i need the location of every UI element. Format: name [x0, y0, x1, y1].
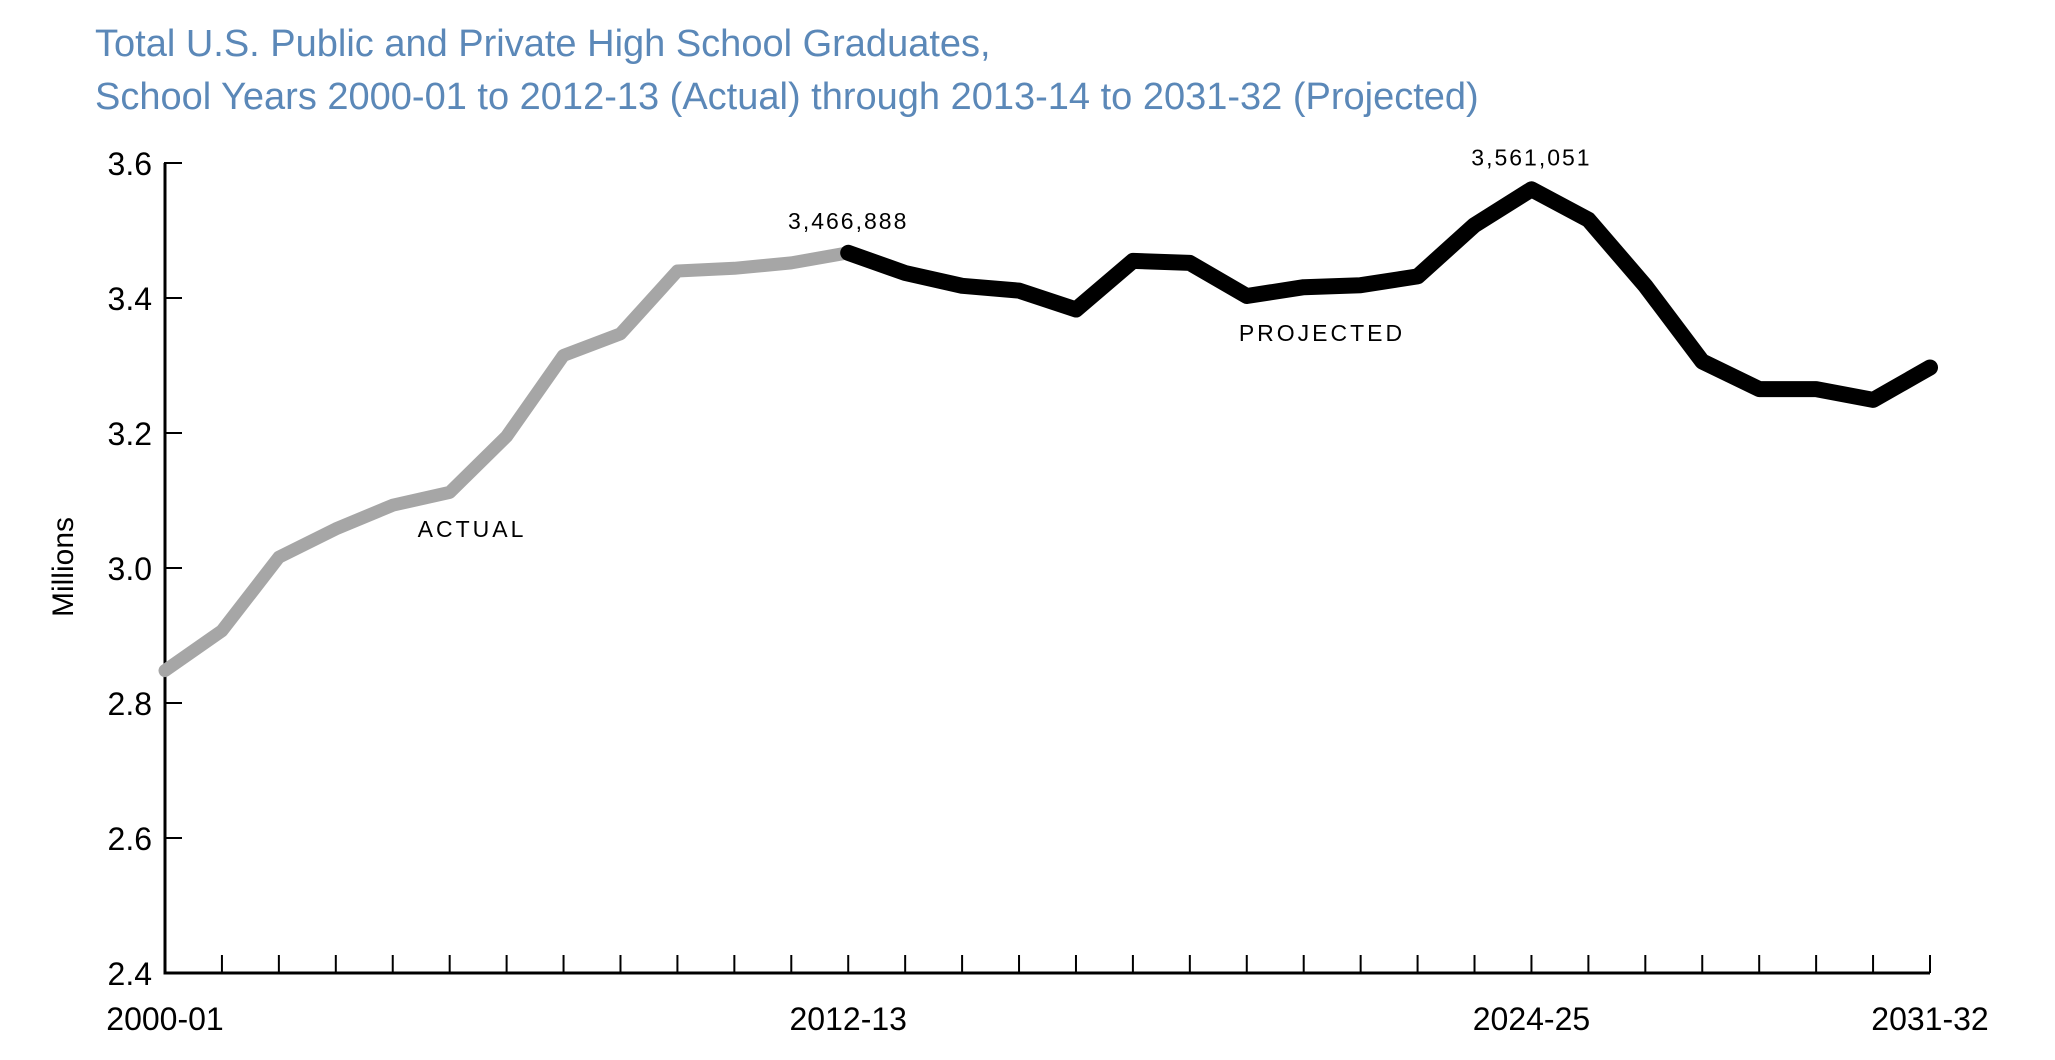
x-tick-label: 2000-01 — [106, 1001, 223, 1037]
data-point-projected — [1301, 285, 1306, 290]
y-axis-label: Millions — [47, 517, 80, 617]
y-tick-label: 3.6 — [108, 146, 152, 182]
series-line-projected — [840, 181, 1938, 408]
data-point-actual — [390, 503, 395, 508]
data-point-projected — [846, 250, 851, 255]
data-point-projected — [1700, 359, 1705, 364]
series-label-projected: PROJECTED — [1239, 320, 1405, 346]
data-point-projected — [1472, 223, 1477, 228]
data-point-projected — [1871, 397, 1876, 402]
data-point-projected — [1244, 293, 1249, 298]
data-point-projected — [903, 271, 908, 276]
data-point-projected — [1643, 283, 1648, 288]
x-tick-label: 2024-25 — [1473, 1001, 1590, 1037]
y-tick-label: 2.6 — [108, 821, 152, 857]
data-point-projected — [1073, 307, 1078, 312]
data-point-projected — [1187, 260, 1192, 265]
data-point-projected — [1415, 274, 1420, 279]
y-tick-label: 3.4 — [108, 281, 152, 317]
data-annotation: 3,561,051 — [1471, 144, 1591, 170]
x-tick-label: 2012-13 — [790, 1001, 907, 1037]
data-point-actual — [675, 269, 680, 273]
chart-subtitle: School Years 2000-01 to 2012-13 (Actual)… — [95, 76, 1479, 118]
y-tick-label: 3.2 — [108, 416, 152, 452]
y-tick-label: 3.0 — [108, 551, 152, 587]
data-point-projected — [1757, 387, 1762, 392]
data-point-actual — [732, 266, 737, 271]
data-annotation: 3,466,888 — [788, 208, 908, 234]
data-point-projected — [1586, 217, 1591, 222]
data-point-actual — [789, 260, 794, 265]
data-point-actual — [447, 490, 452, 495]
chart-title-block: Total U.S. Public and Private High Schoo… — [95, 18, 1479, 124]
data-point-actual — [504, 434, 509, 439]
series-label-actual: ACTUAL — [418, 516, 527, 542]
y-tick-label: 2.4 — [108, 956, 152, 992]
data-point-actual — [333, 526, 338, 531]
data-point-projected — [1814, 387, 1819, 392]
data-point-actual — [163, 668, 167, 673]
data-point-actual — [561, 353, 566, 358]
data-point-projected — [1017, 288, 1022, 293]
x-tick-label: 2031-32 — [1871, 1001, 1988, 1037]
data-point-projected — [1358, 283, 1363, 288]
data-point-projected — [1130, 258, 1135, 263]
y-tick-label: 2.8 — [108, 686, 152, 722]
data-point-projected — [960, 283, 965, 288]
data-point-projected — [1529, 187, 1534, 192]
series-line-actual — [158, 246, 855, 678]
data-point-projected — [1928, 365, 1932, 370]
data-point-actual — [276, 555, 281, 560]
data-point-actual — [219, 628, 224, 633]
data-point-actual — [618, 331, 623, 336]
chart-title: Total U.S. Public and Private High Schoo… — [95, 23, 991, 65]
